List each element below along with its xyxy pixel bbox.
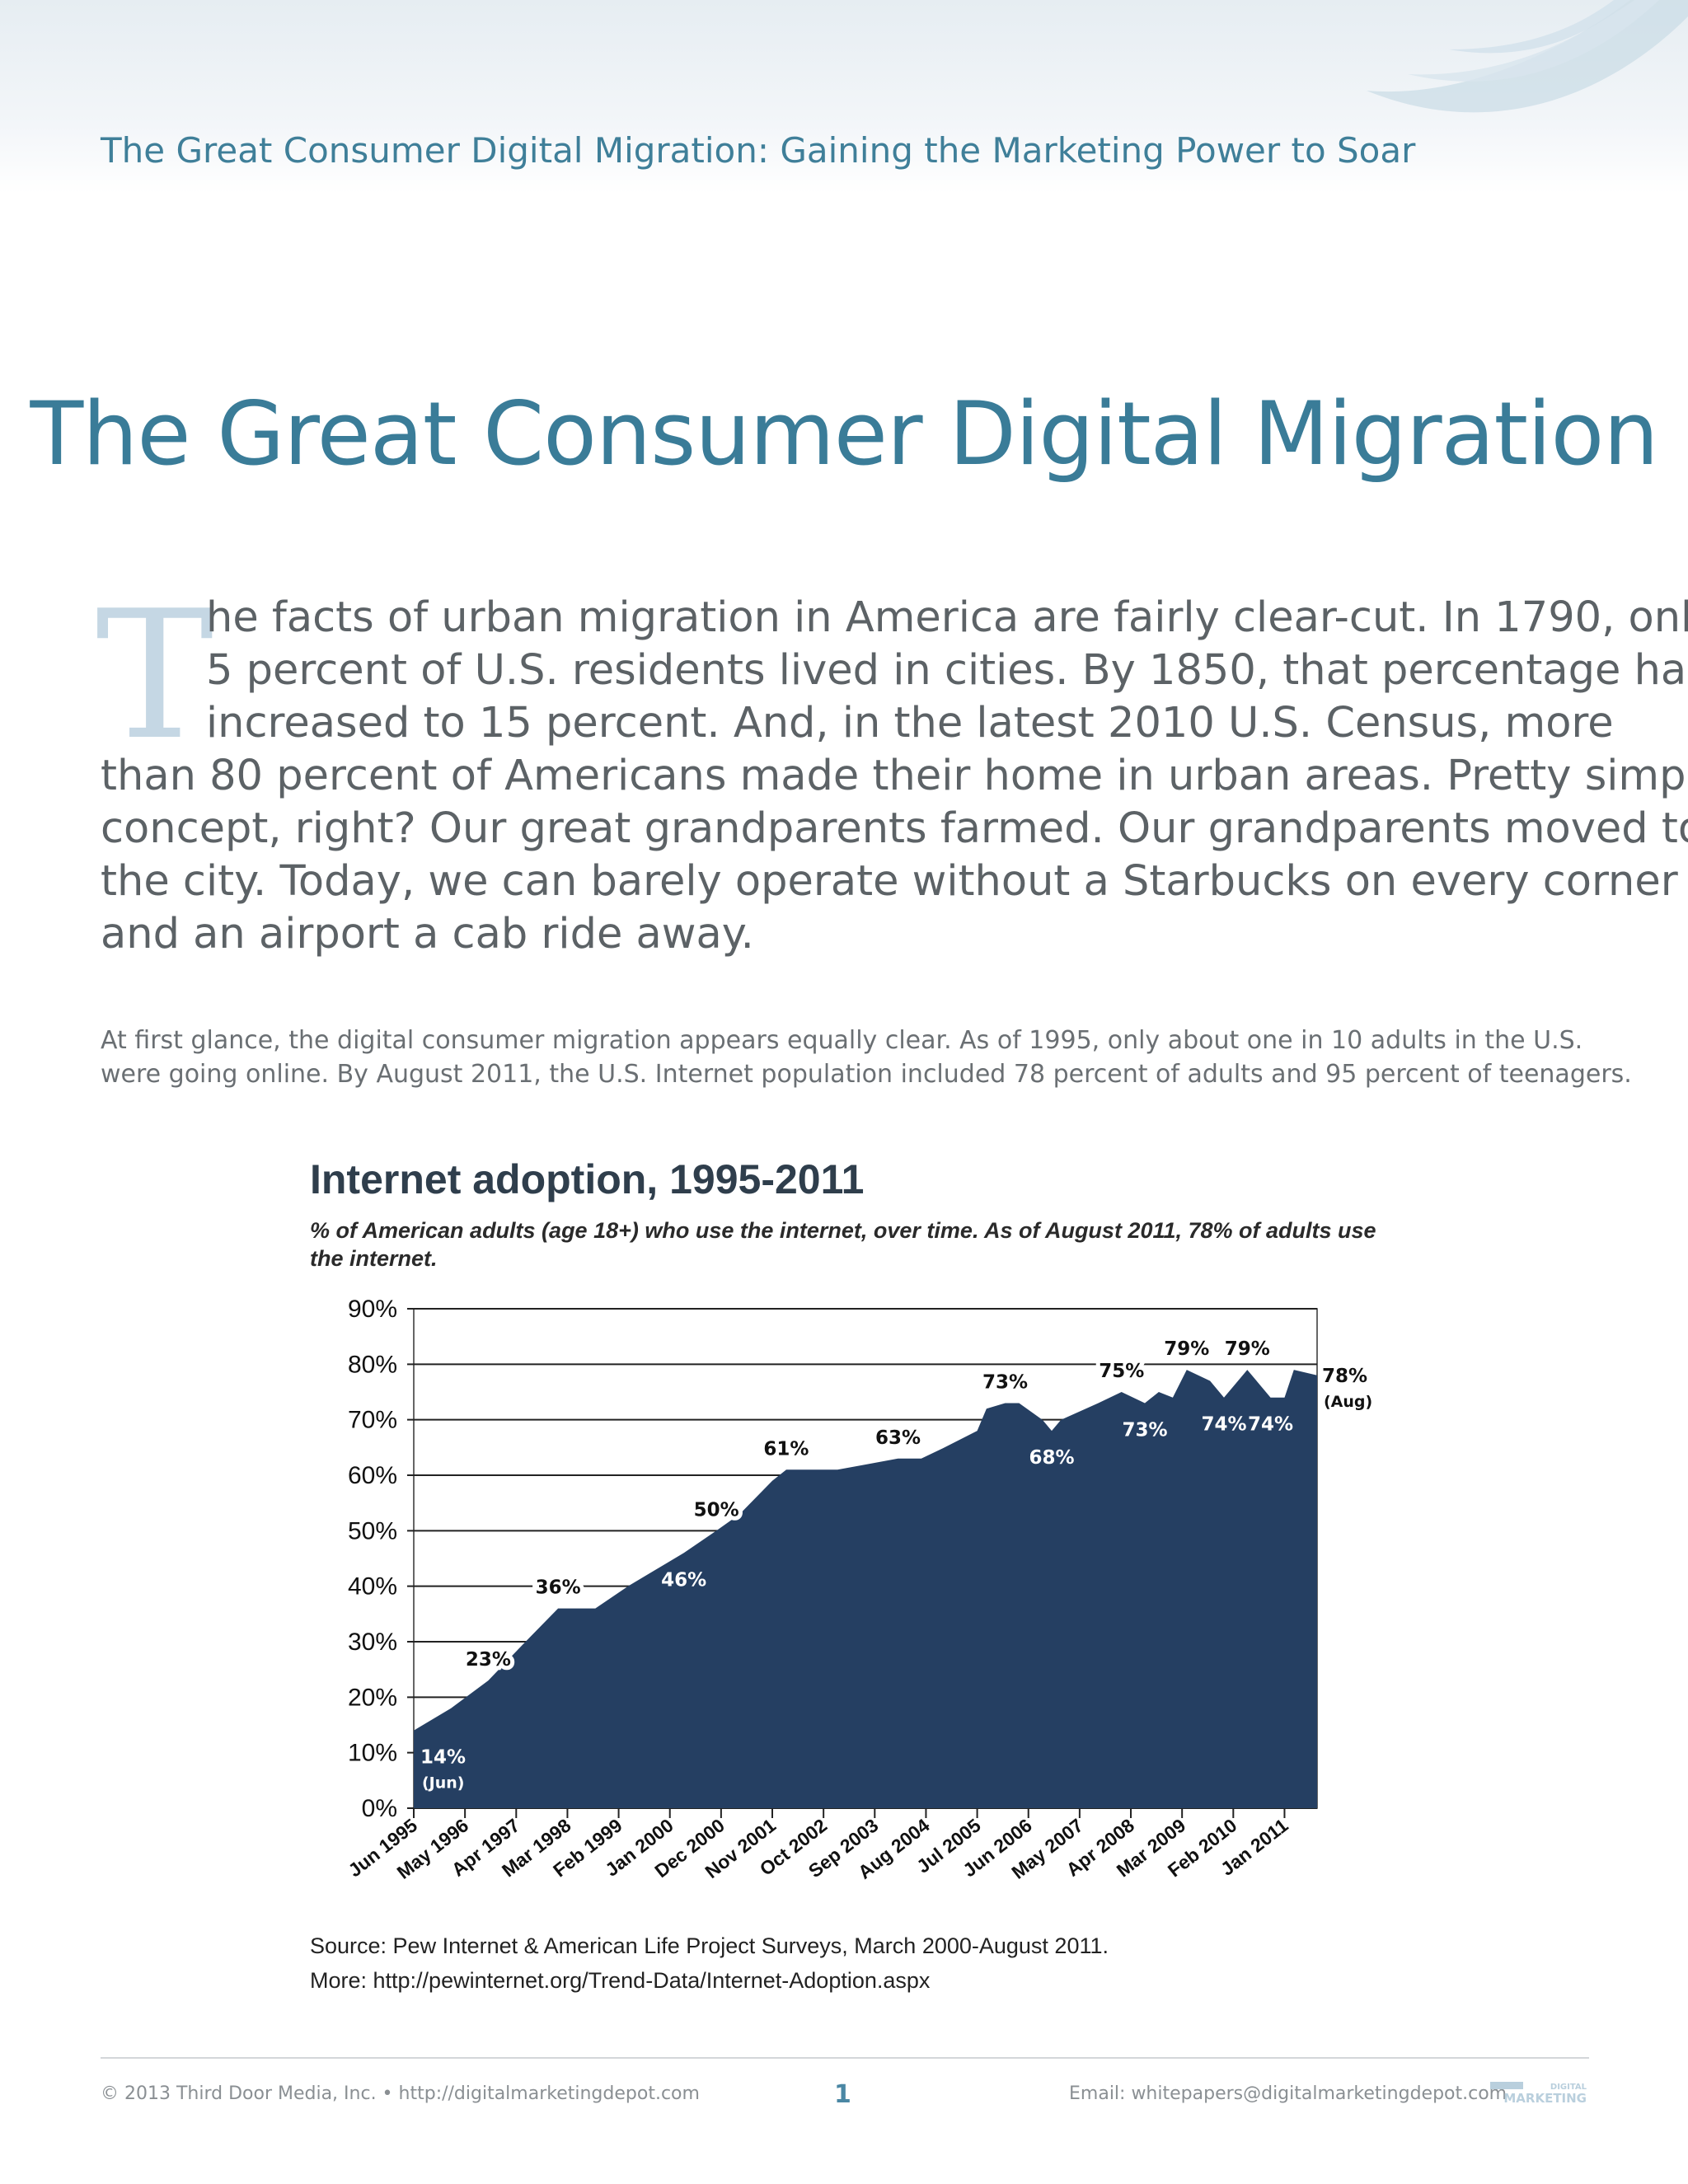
data-label: 73% — [1122, 1419, 1167, 1441]
data-label: 74% — [1201, 1414, 1246, 1436]
chart-title: Internet adoption, 1995-2011 — [310, 1156, 865, 1202]
page-number: 1 — [834, 2080, 851, 2109]
body-line: At first glance, the digital consumer mi… — [101, 1026, 1583, 1055]
adoption-area — [414, 1370, 1317, 1808]
data-label: 36% — [536, 1577, 581, 1599]
data-label: 46% — [661, 1569, 706, 1591]
footer-copyright: © 2013 Third Door Media, Inc. • http://d… — [101, 2083, 700, 2104]
swoosh-decoration-icon — [1367, 0, 1688, 113]
data-label-sub: (Aug) — [1324, 1393, 1372, 1411]
y-tick-label: 0% — [362, 1795, 397, 1822]
y-tick-label: 80% — [348, 1351, 397, 1378]
footer-email: Email: whitepapers@digitalmarketingdepot… — [1069, 2083, 1507, 2104]
chart-subtitle: % of American adults (age 18+) who use t… — [310, 1218, 1376, 1271]
y-tick-label: 40% — [348, 1573, 397, 1601]
y-tick-label: 70% — [348, 1407, 397, 1434]
intro-line: 5 percent of U.S. residents lived in cit… — [206, 646, 1688, 695]
y-tick-label: 10% — [348, 1740, 397, 1767]
digital-marketing-logo-icon: DIGITAL MARKETING — [1490, 2082, 1587, 2105]
internet-adoption-chart: 0%10%20%30%40%50%60%70%80%90%Jun 1995May… — [344, 1296, 1372, 1883]
intro-line: he facts of urban migration in America a… — [206, 593, 1688, 642]
intro-line: and an airport a cab ride away. — [101, 910, 754, 958]
logo-text-bottom: MARKETING — [1503, 2091, 1587, 2105]
data-label: 68% — [1029, 1447, 1074, 1469]
data-label: 74% — [1248, 1414, 1293, 1436]
data-label: 79% — [1225, 1338, 1270, 1360]
chart-more-line: More: http://pewinternet.org/Trend-Data/… — [310, 1968, 931, 1993]
data-label: 63% — [875, 1427, 921, 1449]
data-label: 73% — [982, 1371, 1028, 1393]
body-line: were going online. By August 2011, the U… — [101, 1060, 1632, 1089]
data-label: 14% — [420, 1747, 466, 1769]
intro-paragraph: he facts of urban migration in America a… — [101, 592, 1688, 961]
intro-line: the city. Today, we can barely operate w… — [101, 857, 1678, 906]
y-tick-label: 30% — [348, 1629, 397, 1656]
intro-line: concept, right? Our great grandparents f… — [101, 804, 1688, 853]
intro-line: increased to 15 percent. And, in the lat… — [206, 699, 1614, 748]
data-label: 23% — [466, 1649, 511, 1671]
body-paragraph: At first glance, the digital consumer mi… — [101, 1024, 1632, 1091]
intro-line: than 80 percent of Americans made their … — [101, 752, 1688, 800]
y-tick-label: 90% — [348, 1296, 397, 1323]
running-header: The Great Consumer Digital Migration: Ga… — [101, 130, 1416, 171]
data-label: 50% — [694, 1499, 739, 1521]
y-tick-label: 60% — [348, 1462, 397, 1489]
chart-source: Source: Pew Internet & American Life Pro… — [310, 1929, 1109, 1998]
data-label: 78% — [1322, 1366, 1367, 1387]
y-tick-label: 50% — [348, 1517, 397, 1544]
chart-source-line: Source: Pew Internet & American Life Pro… — [310, 1933, 1109, 1958]
data-label: 79% — [1164, 1338, 1209, 1360]
footer-divider — [101, 2057, 1589, 2059]
data-label: 61% — [763, 1438, 809, 1460]
y-tick-label: 20% — [348, 1684, 397, 1711]
logo-text-top: DIGITAL — [1550, 2083, 1587, 2092]
drop-cap: T — [96, 572, 214, 779]
page-title: The Great Consumer Digital Migration — [30, 383, 1658, 485]
data-label-sub: (Jun) — [422, 1774, 465, 1793]
data-label: 75% — [1099, 1361, 1144, 1382]
